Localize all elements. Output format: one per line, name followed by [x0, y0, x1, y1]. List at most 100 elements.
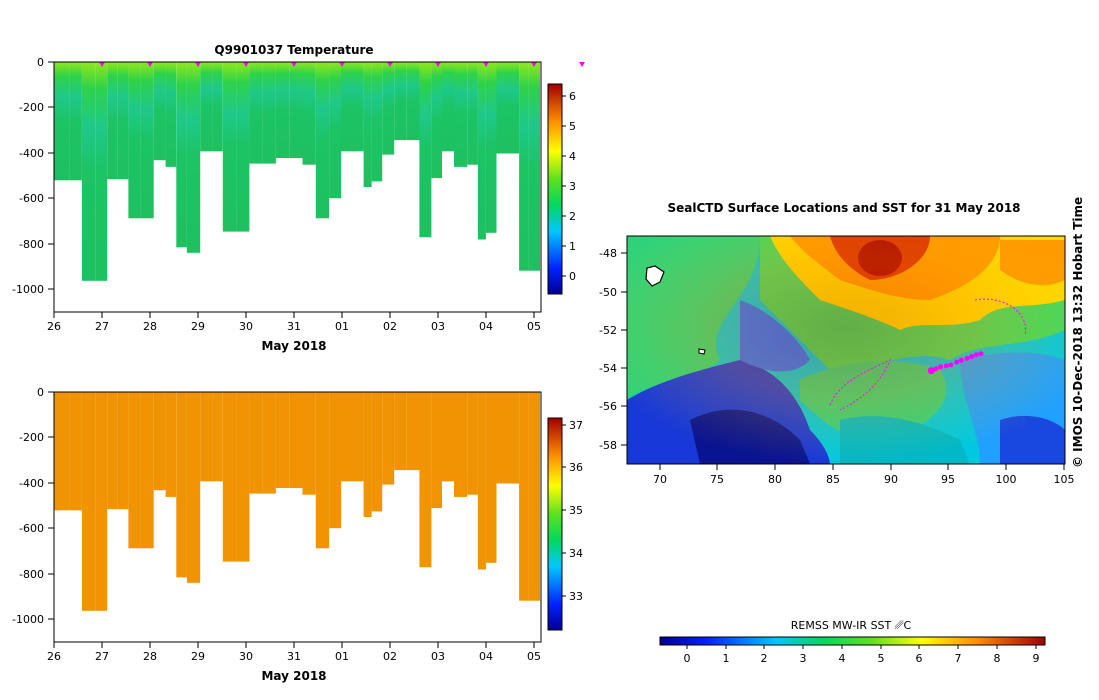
- salinity-profile-column: [406, 392, 420, 471]
- salinity-profile-column: [128, 392, 141, 549]
- temperature-panel: Q9901037 Temperature 0 -200 -400 -600 -8…: [12, 43, 585, 353]
- lon-tick-label: 105: [1054, 473, 1075, 486]
- y-tick-label: -400: [19, 147, 44, 160]
- salinity-profile-column: [222, 392, 237, 562]
- colorbar-tick-label: 34: [569, 547, 583, 560]
- track-point: [958, 357, 964, 363]
- salinity-profile-column: [54, 392, 70, 511]
- temperature-title: Q9901037 Temperature: [214, 43, 373, 57]
- lon-tick-label: 75: [710, 473, 724, 486]
- temperature-profile-column: [153, 62, 166, 161]
- salinity-profile-column: [329, 392, 342, 529]
- salinity-colorbar-ramp: [547, 417, 563, 631]
- x-tick-label: 03: [431, 320, 445, 333]
- lon-tick-label: 90: [884, 473, 898, 486]
- sst-map-panel: SealCTD Surface Locations and SST for 31…: [599, 197, 1085, 665]
- salinity-profile-column: [275, 392, 290, 488]
- y-tick-label: -1000: [12, 613, 44, 626]
- temperature-profile-column: [249, 62, 263, 164]
- x-tick-label: 04: [479, 650, 493, 663]
- salinity-profile-column: [140, 392, 154, 549]
- temperature-profile-column: [176, 62, 187, 248]
- salinity-profile-column: [153, 392, 166, 491]
- lat-tick-label: -50: [599, 286, 617, 299]
- colorbar-tick-label: 2: [569, 210, 576, 223]
- imos-credit: © IMOS 10-Dec-2018 13:32 Hobart Time: [1071, 197, 1085, 468]
- salinity-profile-column: [485, 392, 497, 563]
- sst-colorbar-ramp: [659, 636, 1046, 646]
- track-point: [943, 363, 949, 369]
- x-tick-label: 31: [287, 320, 301, 333]
- salinity-profile-column: [477, 392, 486, 570]
- track-point: [964, 355, 970, 361]
- temperature-profile-column: [442, 62, 454, 152]
- salinity-profiles: [54, 392, 540, 611]
- map-x-axis: 70 75 80 85 90 95 100 105: [653, 464, 1075, 486]
- temperature-profile-column: [107, 62, 118, 180]
- colorbar-tick-label: 6: [916, 652, 923, 665]
- x-tick-label: 01: [335, 320, 349, 333]
- surface-marker: [483, 62, 489, 67]
- track-point: [933, 366, 939, 372]
- temperature-profile-column: [200, 62, 213, 152]
- temperature-profile-column: [186, 62, 201, 253]
- temperature-x-axis: 26 27 28 29 30 31 01 02 03 04 05 May 201…: [47, 312, 541, 353]
- lon-tick-label: 70: [653, 473, 667, 486]
- salinity-profile-column: [353, 392, 364, 482]
- temperature-profile-column: [477, 62, 486, 240]
- temperature-profile-column: [467, 62, 478, 165]
- surface-marker: [435, 62, 441, 67]
- temperature-profile-column: [329, 62, 342, 199]
- map-frame: [626, 235, 1066, 465]
- surface-marker: [195, 62, 201, 67]
- temperature-profile-column: [117, 62, 129, 180]
- x-tick-label: 30: [239, 320, 253, 333]
- y-tick-label: 0: [37, 386, 44, 399]
- track-point: [927, 367, 935, 375]
- temperature-profile-column: [519, 62, 529, 271]
- temperature-profile-column: [394, 62, 407, 141]
- lat-tick-label: -54: [599, 362, 617, 375]
- colorbar-tick-label: 3: [800, 652, 807, 665]
- temperature-colorbar-ramp: [547, 83, 563, 295]
- sst-colorbar-label: REMSS MW-IR SST ␥C: [791, 619, 912, 632]
- island-shape: [698, 348, 706, 355]
- salinity-y-axis: 0 -200 -400 -600 -800 -1000: [12, 386, 54, 626]
- colorbar-tick-label: 0: [569, 270, 576, 283]
- salinity-profile-column: [467, 392, 478, 495]
- y-tick-label: -200: [19, 431, 44, 444]
- salinity-profile-column: [528, 392, 540, 601]
- lat-tick-label: -48: [599, 247, 617, 260]
- salinity-profile-column: [341, 392, 353, 482]
- track-point: [938, 364, 943, 370]
- lon-tick-label: 95: [941, 473, 955, 486]
- colorbar-tick-label: 7: [955, 652, 962, 665]
- temperature-profile-column: [454, 62, 468, 167]
- x-tick-label: 27: [95, 650, 109, 663]
- salinity-profile-column: [508, 392, 520, 484]
- salinity-profile-column: [519, 392, 529, 601]
- temperature-profile-column: [341, 62, 353, 152]
- temperature-profile-column: [222, 62, 237, 232]
- x-tick-label: 29: [191, 650, 205, 663]
- salinity-profile-column: [95, 392, 108, 611]
- temperature-profiles: [54, 62, 540, 281]
- salinity-profile-column: [382, 392, 395, 485]
- temperature-profile-column: [81, 62, 96, 281]
- x-tick-label: 28: [143, 320, 157, 333]
- salinity-profile-column: [371, 392, 383, 512]
- colorbar-tick-label: 4: [839, 652, 846, 665]
- salinity-profile-column: [363, 392, 372, 517]
- salinity-profile-column: [419, 392, 432, 568]
- x-tick-label: 30: [239, 650, 253, 663]
- salinity-profile-column: [81, 392, 96, 611]
- map-y-axis: -48 -50 -52 -54 -56 -58: [599, 247, 627, 452]
- salinity-x-label: May 2018: [261, 669, 326, 683]
- salinity-profile-column: [117, 392, 129, 510]
- temperature-colorbar: 0 1 2 3 4 5 6: [547, 83, 576, 295]
- x-tick-label: 02: [383, 650, 397, 663]
- temperature-profile-column: [140, 62, 154, 219]
- salinity-plot-frame: [53, 391, 542, 643]
- colorbar-tick-label: 5: [569, 120, 576, 133]
